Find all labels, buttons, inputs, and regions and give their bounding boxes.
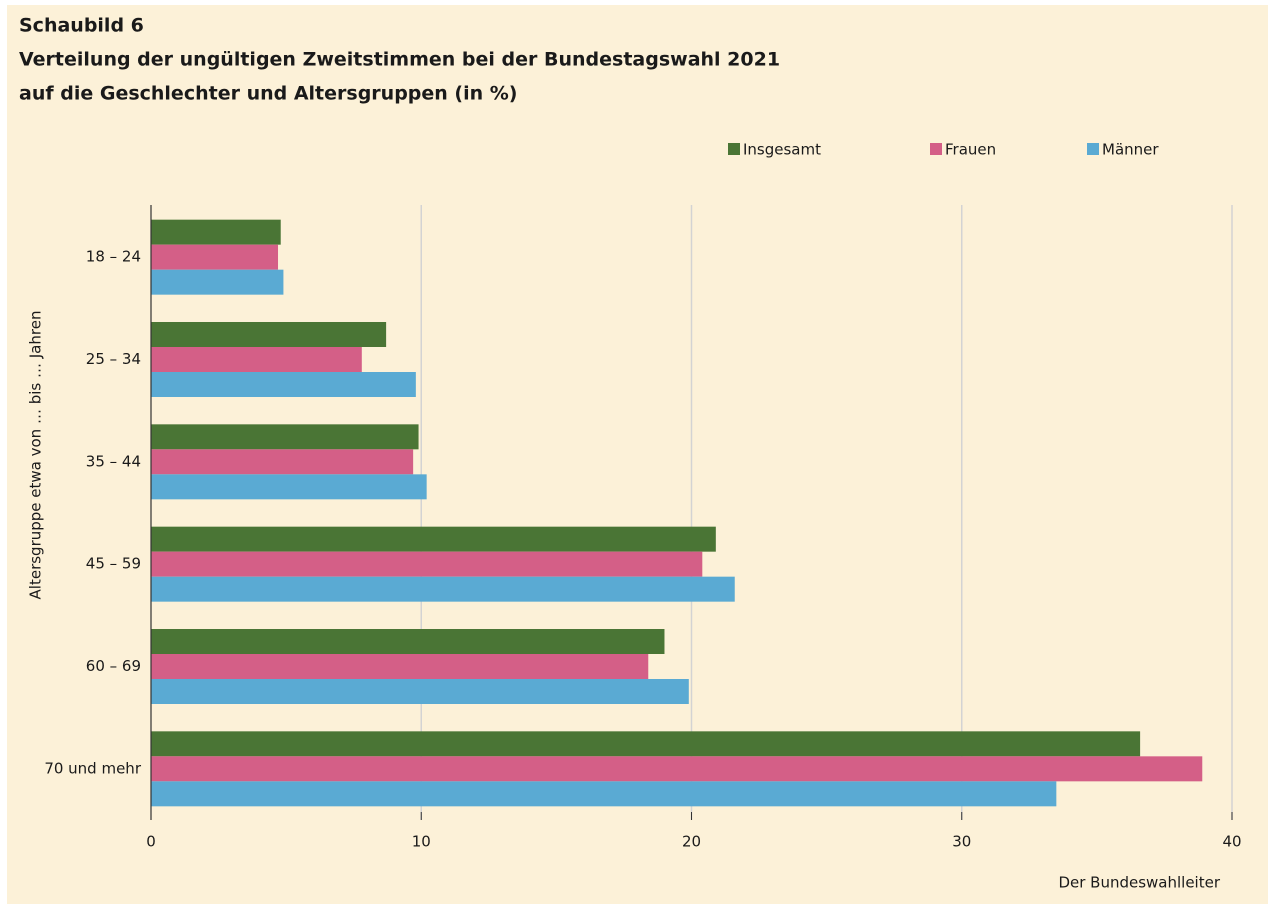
bar: [151, 347, 362, 372]
bar: [151, 449, 414, 475]
legend-label: Frauen: [945, 141, 996, 159]
x-tick-label: 10: [412, 833, 431, 851]
bar: [151, 526, 716, 552]
bar: [151, 219, 281, 245]
bar: [151, 756, 1203, 782]
bar: [151, 322, 387, 347]
x-tick-label: 30: [952, 833, 971, 851]
bar: [151, 269, 284, 295]
bar: [151, 372, 416, 397]
x-tick-label: 40: [1222, 833, 1241, 851]
bar: [151, 679, 689, 704]
legend-swatch: [930, 143, 942, 155]
bar: [151, 781, 1057, 807]
bar: [151, 654, 649, 679]
bar: [151, 629, 665, 654]
chart-title: auf die Geschlechter und Altersgruppen (…: [19, 83, 517, 105]
chart-title: Verteilung der ungültigen Zweitstimmen b…: [19, 49, 780, 71]
legend-label: Männer: [1102, 141, 1159, 159]
bar: [151, 474, 427, 500]
bar: [151, 731, 1141, 757]
bar: [151, 551, 703, 577]
bar: [151, 424, 419, 450]
y-axis-title: Altersgruppe etwa von … bis … Jahren: [27, 311, 45, 600]
source: Der Bundeswahlleiter: [1058, 874, 1220, 892]
x-tick-label: 0: [146, 833, 156, 851]
bar: [151, 576, 735, 602]
legend-swatch: [1087, 143, 1099, 155]
chart-label: Schaubild 6: [19, 15, 144, 37]
y-tick-label: 18 – 24: [86, 248, 141, 266]
legend-label: Insgesamt: [743, 141, 821, 159]
x-tick-label: 20: [682, 833, 701, 851]
y-tick-label: 45 – 59: [86, 555, 141, 573]
y-tick-label: 60 – 69: [86, 657, 141, 675]
y-tick-label: 25 – 34: [86, 350, 141, 368]
y-tick-label: 70 und mehr: [44, 759, 142, 777]
y-tick-label: 35 – 44: [86, 452, 141, 470]
bar: [151, 244, 279, 270]
legend-swatch: [728, 143, 740, 155]
